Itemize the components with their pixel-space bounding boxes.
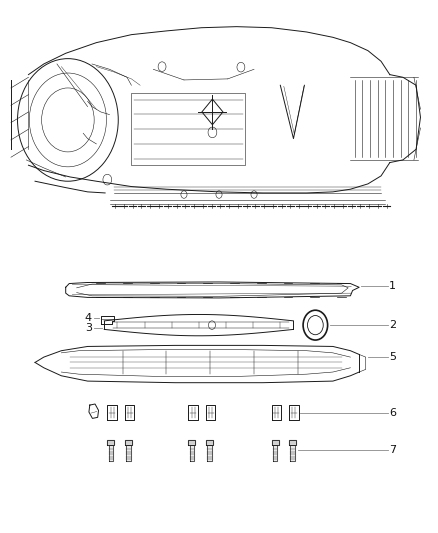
- Polygon shape: [207, 445, 212, 461]
- Text: 1: 1: [389, 281, 396, 291]
- Polygon shape: [107, 440, 114, 445]
- Polygon shape: [188, 440, 195, 445]
- Bar: [131, 93, 245, 165]
- Text: 7: 7: [389, 446, 396, 455]
- Polygon shape: [126, 445, 131, 461]
- Polygon shape: [109, 445, 113, 461]
- Polygon shape: [289, 440, 296, 445]
- Text: 6: 6: [389, 408, 396, 417]
- Text: 3: 3: [85, 323, 92, 333]
- Text: 5: 5: [389, 352, 396, 362]
- Polygon shape: [273, 445, 277, 461]
- Polygon shape: [125, 440, 132, 445]
- Polygon shape: [290, 445, 295, 461]
- Polygon shape: [272, 440, 279, 445]
- Polygon shape: [206, 440, 213, 445]
- Polygon shape: [190, 445, 194, 461]
- Text: 2: 2: [389, 320, 396, 330]
- Text: 4: 4: [85, 313, 92, 322]
